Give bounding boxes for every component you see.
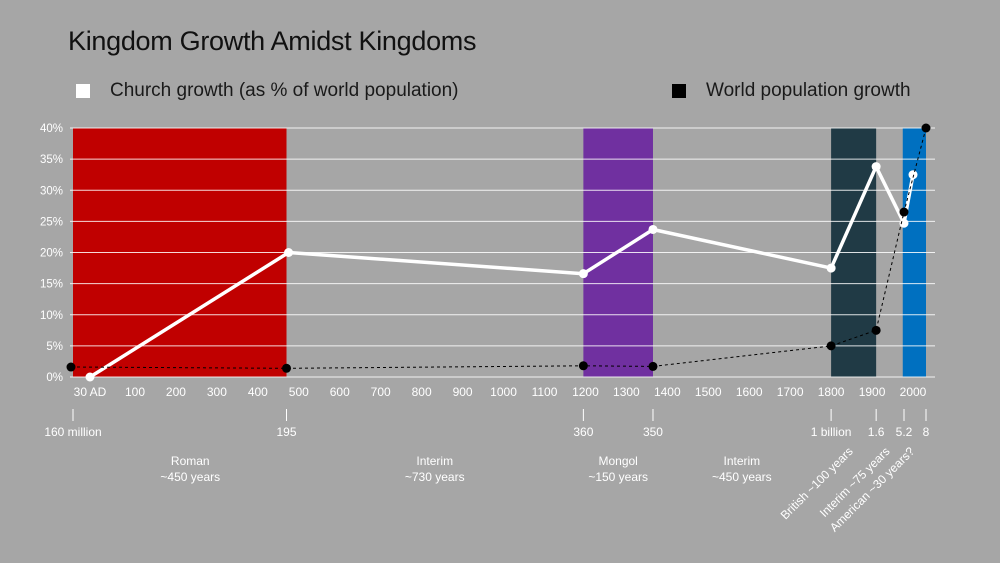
x-tick-label: 700 [371, 385, 391, 399]
population-label: 8 [923, 425, 930, 439]
population-label: 360 [573, 425, 593, 439]
legend-item-church: Church growth (as % of world population) [76, 80, 459, 102]
data-point-world [648, 361, 658, 371]
data-point-church [85, 372, 95, 382]
legend-label-church: Church growth (as % of world population) [110, 80, 459, 101]
data-point-world [282, 363, 292, 373]
x-tick-label: 1200 [572, 385, 599, 399]
legend-swatch-church [76, 84, 90, 98]
chart-title: Kingdom Growth Amidst Kingdoms [68, 26, 477, 56]
x-tick-label: 1800 [818, 385, 845, 399]
era-duration-label: ~150 years [588, 470, 648, 484]
x-tick-label: 400 [248, 385, 268, 399]
x-tick-label: 1600 [736, 385, 763, 399]
data-point-church [578, 269, 588, 279]
series-line-church [89, 164, 915, 379]
data-point-world [871, 325, 881, 335]
x-tick-label: 1400 [654, 385, 681, 399]
data-point-world [921, 123, 931, 133]
x-tick-label: 1900 [859, 385, 886, 399]
data-point-world [66, 362, 76, 372]
era-duration-label: ~450 years [160, 470, 220, 484]
y-tick-label: 30% [40, 185, 63, 197]
legend-label-world: World population growth [706, 80, 911, 101]
x-tick-label: 2000 [900, 385, 927, 399]
population-label: 1.6 [868, 425, 885, 439]
era-duration-label: ~730 years [405, 470, 465, 484]
data-point-church [871, 162, 881, 172]
era-name-label: Interim [416, 454, 453, 468]
data-point-church [648, 224, 658, 234]
y-tick-label: 15% [40, 279, 63, 291]
legend-item-world: World population growth [672, 80, 911, 102]
data-point-world [826, 341, 836, 351]
y-tick-label: 20% [40, 248, 63, 260]
series-line-world [70, 127, 927, 369]
x-tick-label: 1300 [613, 385, 640, 399]
data-point-church [899, 218, 909, 228]
population-label: 1 billion [811, 425, 852, 439]
data-point-world [578, 361, 588, 371]
x-tick-label: 1700 [777, 385, 804, 399]
era-duration-label: ~450 years [712, 470, 772, 484]
x-tick-label: 100 [125, 385, 145, 399]
x-tick-label: 300 [207, 385, 227, 399]
y-tick-label: 10% [40, 310, 63, 322]
data-point-church [826, 263, 836, 273]
x-tick-label: 900 [453, 385, 473, 399]
x-tick-label: 600 [330, 385, 350, 399]
y-tick-label: 35% [40, 154, 63, 166]
y-tick-label: 25% [40, 216, 63, 228]
data-point-church [908, 170, 918, 180]
y-tick-label: 40% [40, 123, 63, 135]
x-tick-label: 800 [412, 385, 432, 399]
era-name-label: Roman [171, 454, 210, 468]
x-tick-label: 30 AD [74, 385, 107, 399]
data-point-church [284, 248, 294, 257]
data-point-world [899, 207, 909, 217]
population-label: 5.2 [896, 425, 913, 439]
x-tick-label: 200 [166, 385, 186, 399]
x-tick-label: 1000 [490, 385, 517, 399]
x-tick-label: 500 [289, 385, 309, 399]
era-name-label: Interim [723, 454, 760, 468]
y-tick-label: 0% [46, 372, 63, 384]
x-tick-label: 1100 [532, 385, 558, 399]
era-name-label: Mongol [598, 454, 637, 468]
population-label: 195 [276, 425, 296, 439]
population-label: 350 [643, 425, 663, 439]
x-tick-label: 1500 [695, 385, 722, 399]
legend-swatch-world [672, 84, 686, 98]
y-tick-label: 5% [46, 341, 63, 353]
population-label: 160 million [44, 425, 101, 439]
